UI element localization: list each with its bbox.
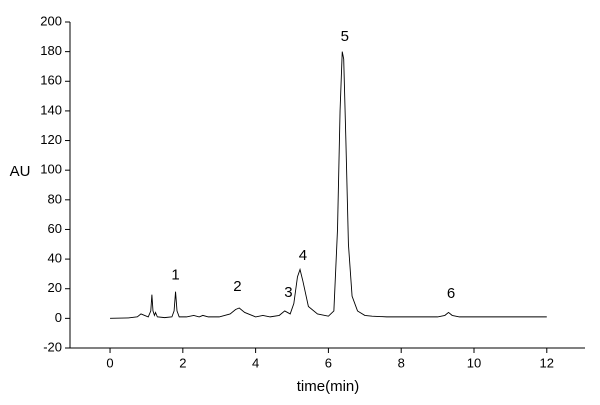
- x-axis-label: time(min): [297, 378, 360, 395]
- y-tick-label: 120: [40, 132, 62, 147]
- y-axis-label: AU: [10, 163, 31, 180]
- y-tick-label: 40: [48, 251, 62, 266]
- peak-label: 1: [171, 266, 179, 283]
- peak-label: 2: [233, 278, 241, 295]
- x-tick-label: 4: [252, 355, 259, 370]
- x-tick-label: 2: [179, 355, 186, 370]
- peak-label: 6: [447, 285, 455, 302]
- trace-line: [110, 51, 547, 319]
- x-tick-label: 10: [467, 355, 481, 370]
- y-tick-label: -20: [43, 339, 62, 354]
- y-tick-label: 200: [40, 13, 62, 28]
- y-tick-label: 100: [40, 162, 62, 177]
- y-tick-label: 180: [40, 43, 62, 58]
- y-tick-label: 140: [40, 102, 62, 117]
- y-tick-label: 0: [55, 310, 62, 325]
- y-tick-label: 60: [48, 221, 62, 236]
- x-tick-label: 8: [398, 355, 405, 370]
- x-tick-label: 12: [540, 355, 554, 370]
- x-tick-label: 0: [106, 355, 113, 370]
- peak-label: 4: [299, 247, 307, 264]
- y-tick-label: 80: [48, 191, 62, 206]
- peak-label: 3: [284, 284, 292, 301]
- y-tick-label: 20: [48, 280, 62, 295]
- y-tick-label: 160: [40, 73, 62, 88]
- x-tick-label: 6: [325, 355, 332, 370]
- peak-label: 5: [341, 28, 349, 45]
